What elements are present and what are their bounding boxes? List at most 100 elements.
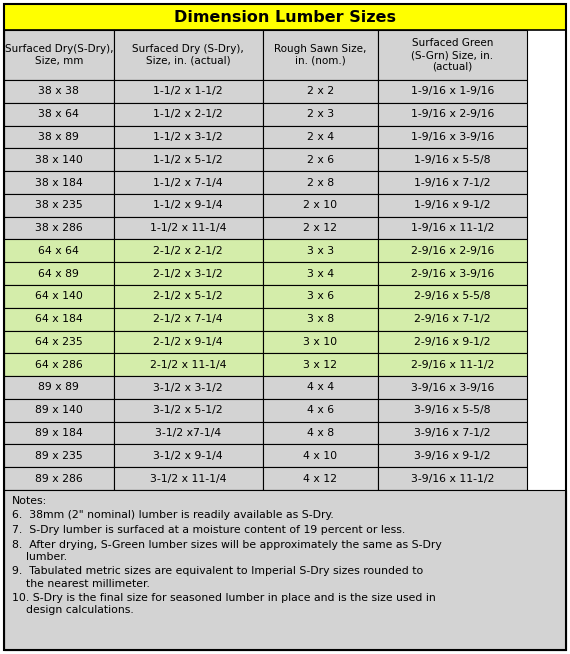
Bar (263, 80, 378, 103)
Text: 3 x 4: 3 x 4 (307, 269, 333, 279)
Text: 2-9/16 x 9-1/2: 2-9/16 x 9-1/2 (414, 337, 490, 347)
Text: 4 x 8: 4 x 8 (307, 428, 333, 438)
Text: 4 x 12: 4 x 12 (303, 473, 337, 483)
Text: 2 x 10: 2 x 10 (303, 200, 337, 211)
Text: 3-9/16 x 3-9/16: 3-9/16 x 3-9/16 (410, 383, 494, 392)
Text: 64 x 184: 64 x 184 (35, 314, 83, 324)
Text: 38 x 286: 38 x 286 (35, 223, 83, 233)
Bar (4, 399, 113, 422)
Bar (263, 399, 378, 422)
Text: Dimension Lumber Sizes: Dimension Lumber Sizes (174, 10, 396, 24)
Text: 38 x 64: 38 x 64 (38, 109, 79, 119)
Bar (378, 80, 527, 103)
Bar (4, 80, 113, 103)
Text: 2 x 6: 2 x 6 (307, 155, 333, 165)
Bar (4, 490, 566, 650)
Bar (263, 422, 378, 445)
Bar (113, 80, 263, 103)
Bar (263, 30, 378, 80)
Bar (4, 353, 113, 376)
Bar (4, 308, 113, 330)
Text: 38 x 89: 38 x 89 (38, 132, 79, 142)
Bar (263, 445, 378, 467)
Text: 89 x 140: 89 x 140 (35, 405, 83, 415)
Bar (378, 30, 527, 80)
Bar (263, 285, 378, 308)
Text: 10. S-Dry is the final size for seasoned lumber in place and is the size used in: 10. S-Dry is the final size for seasoned… (12, 593, 435, 603)
Text: 2 x 12: 2 x 12 (303, 223, 337, 233)
Text: 2-9/16 x 3-9/16: 2-9/16 x 3-9/16 (410, 269, 494, 279)
Bar (378, 285, 527, 308)
Bar (4, 330, 113, 353)
Bar (113, 467, 263, 490)
Bar (378, 239, 527, 262)
Text: 3 x 3: 3 x 3 (307, 246, 333, 256)
Bar (4, 171, 113, 194)
Text: 2-9/16 x 11-1/2: 2-9/16 x 11-1/2 (410, 360, 494, 370)
Text: Surfaced Dry(S-Dry),
Size, mm: Surfaced Dry(S-Dry), Size, mm (5, 44, 113, 66)
Bar (378, 194, 527, 216)
Bar (378, 171, 527, 194)
Text: 1-1/2 x 7-1/4: 1-1/2 x 7-1/4 (153, 177, 223, 188)
Text: 2 x 4: 2 x 4 (307, 132, 333, 142)
Bar (378, 353, 527, 376)
Bar (113, 30, 263, 80)
Text: lumber.: lumber. (12, 552, 67, 562)
Bar (113, 171, 263, 194)
Text: 3-1/2 x 9-1/4: 3-1/2 x 9-1/4 (153, 451, 223, 461)
Bar (4, 285, 113, 308)
Text: 2-9/16 x 5-5/8: 2-9/16 x 5-5/8 (414, 292, 490, 301)
Text: Rough Sawn Size,
in. (nom.): Rough Sawn Size, in. (nom.) (274, 44, 367, 66)
Bar (113, 126, 263, 148)
Bar (378, 103, 527, 126)
Bar (4, 376, 113, 399)
Bar (263, 262, 378, 285)
Text: 2-9/16 x 7-1/2: 2-9/16 x 7-1/2 (414, 314, 490, 324)
Bar (113, 330, 263, 353)
Bar (4, 103, 113, 126)
Bar (263, 376, 378, 399)
Bar (113, 445, 263, 467)
Bar (263, 239, 378, 262)
Text: 38 x 184: 38 x 184 (35, 177, 83, 188)
Bar (113, 376, 263, 399)
Text: 3 x 8: 3 x 8 (307, 314, 333, 324)
Bar (113, 239, 263, 262)
Bar (113, 285, 263, 308)
Text: 1-1/2 x 2-1/2: 1-1/2 x 2-1/2 (153, 109, 223, 119)
Text: 89 x 286: 89 x 286 (35, 473, 83, 483)
Text: 7.  S-Dry lumber is surfaced at a moisture content of 19 percent or less.: 7. S-Dry lumber is surfaced at a moistur… (12, 525, 405, 535)
Bar (4, 148, 113, 171)
Text: 3-9/16 x 11-1/2: 3-9/16 x 11-1/2 (410, 473, 494, 483)
Text: Notes:: Notes: (12, 496, 47, 506)
Bar (4, 239, 113, 262)
Text: 2-1/2 x 2-1/2: 2-1/2 x 2-1/2 (153, 246, 223, 256)
Bar (378, 308, 527, 330)
Text: 2-1/2 x 7-1/4: 2-1/2 x 7-1/4 (153, 314, 223, 324)
Bar (4, 4, 566, 30)
Text: 2 x 3: 2 x 3 (307, 109, 333, 119)
Bar (113, 262, 263, 285)
Text: 89 x 184: 89 x 184 (35, 428, 83, 438)
Text: 4 x 10: 4 x 10 (303, 451, 337, 461)
Text: 64 x 140: 64 x 140 (35, 292, 83, 301)
Text: 2 x 2: 2 x 2 (307, 86, 333, 96)
Bar (378, 445, 527, 467)
Bar (263, 467, 378, 490)
Bar (4, 422, 113, 445)
Text: 1-9/16 x 5-5/8: 1-9/16 x 5-5/8 (414, 155, 490, 165)
Bar (378, 330, 527, 353)
Text: 38 x 235: 38 x 235 (35, 200, 83, 211)
Bar (113, 308, 263, 330)
Bar (378, 376, 527, 399)
Bar (263, 216, 378, 239)
Bar (4, 467, 113, 490)
Text: 2-9/16 x 2-9/16: 2-9/16 x 2-9/16 (410, 246, 494, 256)
Text: 1-1/2 x 9-1/4: 1-1/2 x 9-1/4 (153, 200, 223, 211)
Text: 2-1/2 x 9-1/4: 2-1/2 x 9-1/4 (153, 337, 223, 347)
Bar (263, 148, 378, 171)
Bar (4, 216, 113, 239)
Bar (4, 194, 113, 216)
Text: 1-1/2 x 1-1/2: 1-1/2 x 1-1/2 (153, 86, 223, 96)
Text: 3-1/2 x 5-1/2: 3-1/2 x 5-1/2 (153, 405, 223, 415)
